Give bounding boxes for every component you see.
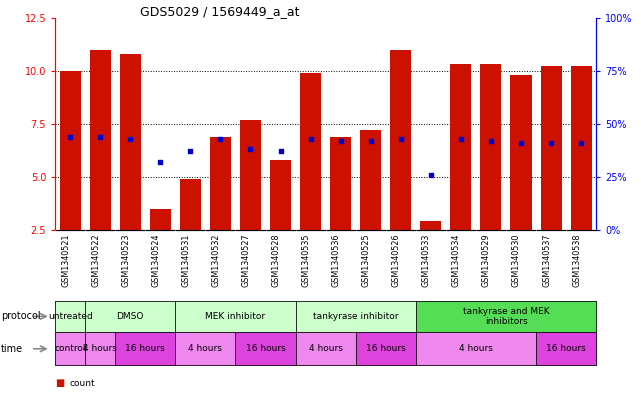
Text: 4 hours: 4 hours [459,344,493,353]
Text: GDS5029 / 1569449_a_at: GDS5029 / 1569449_a_at [140,5,299,18]
Point [155,159,165,165]
Point [246,146,256,152]
Text: GSM1340522: GSM1340522 [91,233,100,287]
Point [306,136,316,142]
Text: tankyrase inhibitor: tankyrase inhibitor [313,312,399,321]
Text: protocol: protocol [1,311,40,321]
Point [576,140,587,146]
Bar [480,64,501,230]
Bar [120,54,141,230]
Bar [60,71,81,230]
Bar [90,50,111,230]
Bar [210,136,231,230]
Text: count: count [69,379,95,387]
Text: GSM1340533: GSM1340533 [422,233,431,287]
Bar [150,209,171,230]
Point [426,172,436,178]
Bar [510,75,531,230]
Text: 16 hours: 16 hours [546,344,586,353]
Text: ■: ■ [55,378,64,388]
Text: 16 hours: 16 hours [246,344,285,353]
Bar [300,73,321,230]
Point [276,148,286,154]
Text: GSM1340538: GSM1340538 [572,233,581,287]
Text: GSM1340530: GSM1340530 [512,233,521,287]
Text: GSM1340531: GSM1340531 [181,233,190,287]
Text: GSM1340526: GSM1340526 [392,233,401,287]
Point [65,133,75,140]
Bar [451,64,471,230]
Bar [540,66,562,230]
Bar [240,119,261,230]
Text: GSM1340529: GSM1340529 [482,233,491,287]
Point [215,136,226,142]
Text: control: control [54,344,86,353]
Bar [270,160,291,230]
Point [365,138,376,144]
Text: GSM1340527: GSM1340527 [242,233,251,287]
Text: untreated: untreated [48,312,92,321]
Bar [570,66,592,230]
Text: DMSO: DMSO [117,312,144,321]
Text: 4 hours: 4 hours [188,344,222,353]
Text: GSM1340521: GSM1340521 [61,233,70,287]
Point [185,148,196,154]
Text: MEK inhibitor: MEK inhibitor [205,312,265,321]
Text: GSM1340532: GSM1340532 [212,233,221,287]
Text: GSM1340528: GSM1340528 [272,233,281,287]
Point [516,140,526,146]
Text: GSM1340525: GSM1340525 [362,233,370,287]
Bar [360,130,381,230]
Text: GSM1340524: GSM1340524 [151,233,160,287]
Text: 4 hours: 4 hours [309,344,342,353]
Bar [330,136,351,230]
Point [335,138,345,144]
Bar [390,50,412,230]
Point [395,136,406,142]
Text: tankyrase and MEK
inhibitors: tankyrase and MEK inhibitors [463,307,549,326]
Text: GSM1340536: GSM1340536 [331,233,340,287]
Point [95,133,105,140]
Text: GSM1340523: GSM1340523 [121,233,130,287]
Text: time: time [1,344,23,354]
Text: 16 hours: 16 hours [126,344,165,353]
Bar [180,179,201,230]
Point [456,136,466,142]
Text: GSM1340537: GSM1340537 [542,233,551,287]
Point [546,140,556,146]
Point [486,138,496,144]
Point [125,136,135,142]
Bar [420,221,442,230]
Text: GSM1340535: GSM1340535 [302,233,311,287]
Text: 4 hours: 4 hours [83,344,117,353]
Text: GSM1340534: GSM1340534 [452,233,461,287]
Text: 16 hours: 16 hours [366,344,406,353]
